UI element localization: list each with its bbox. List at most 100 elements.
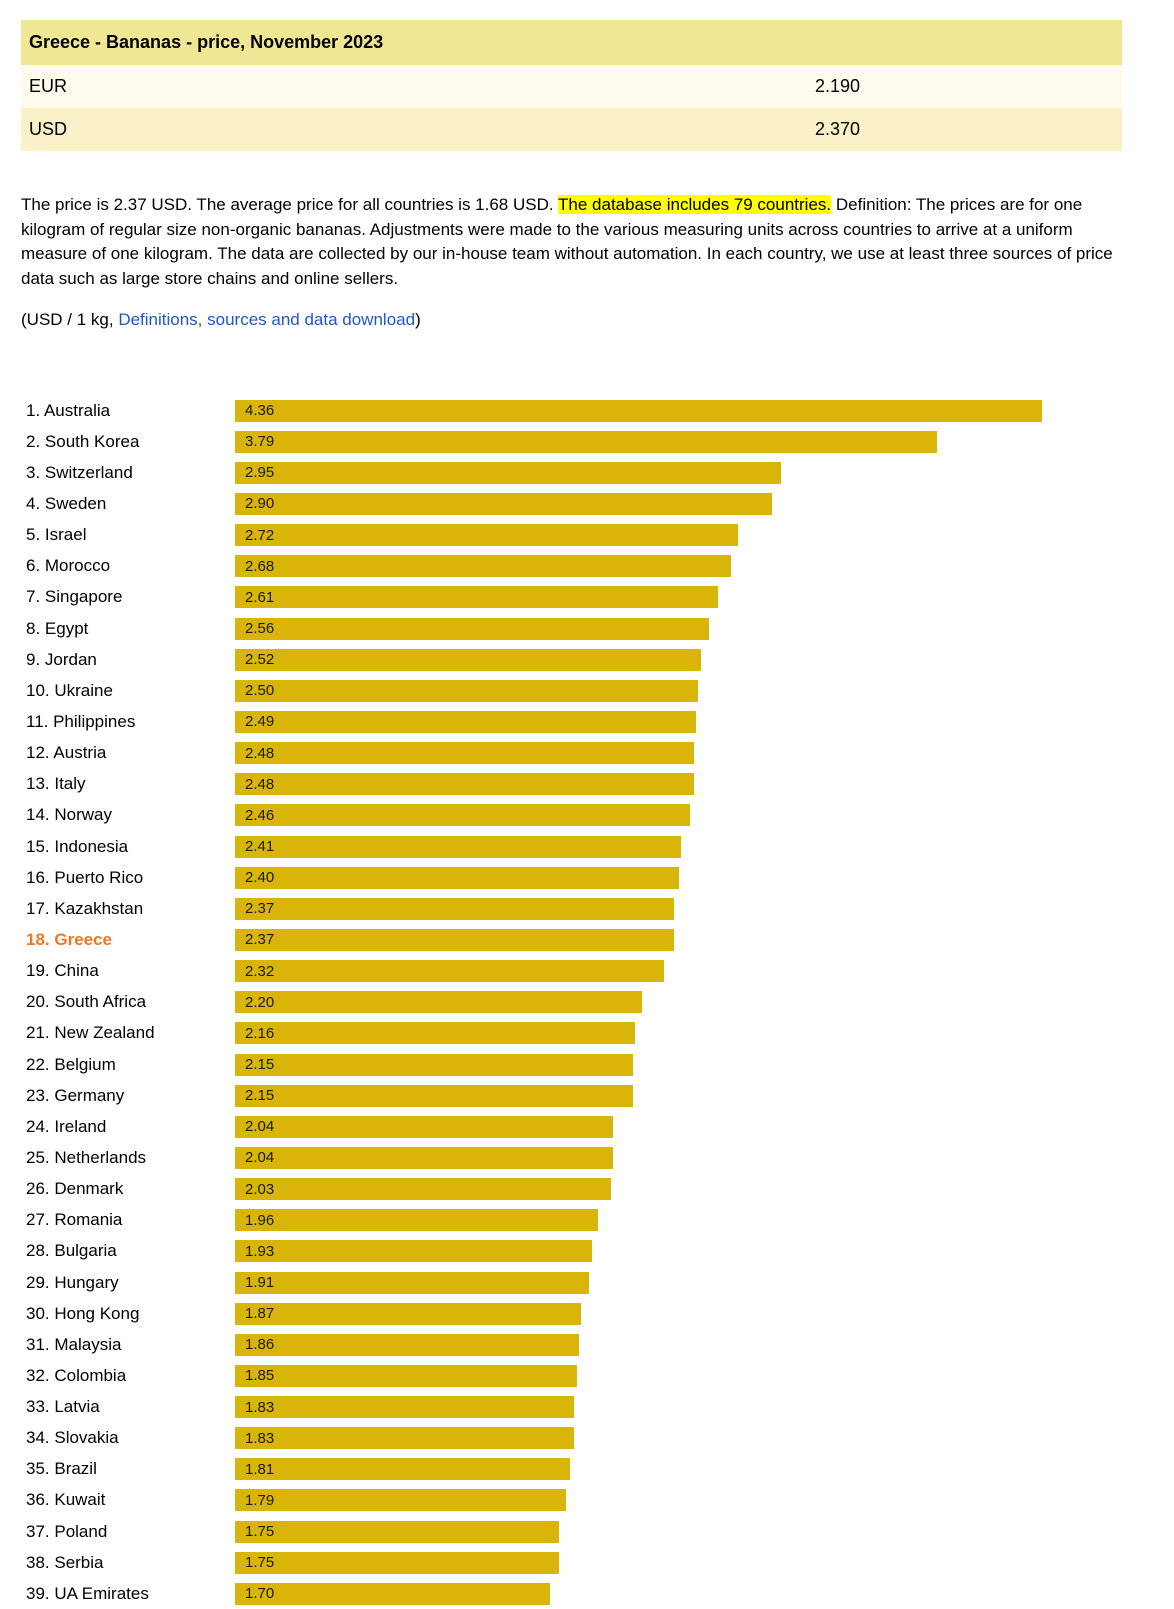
chart-bar: 1.75 [235,1551,559,1574]
chart-bar-value: 2.37 [245,931,275,949]
chart-bar: 2.37 [235,897,674,920]
chart-bar-track: 2.03 [235,1178,1153,1201]
chart-bar-track: 2.52 [235,648,1153,671]
chart-row: 27. Romania 1.96 [21,1205,1153,1236]
chart-bar-track: 2.15 [235,1053,1153,1076]
chart-bar: 2.56 [235,617,709,640]
chart-bar-track: 2.16 [235,1022,1153,1045]
chart-bar: 1.87 [235,1302,582,1325]
chart-row: 36. Kuwait 1.79 [21,1485,1153,1516]
chart-row: 11. Philippines 2.49 [21,706,1153,737]
chart-bar-track: 2.72 [235,524,1153,547]
chart-bar-value: 1.86 [245,1336,275,1354]
chart-bar-value: 1.75 [245,1523,275,1541]
chart-bar-track: 1.70 [235,1582,1153,1605]
chart-bar-value: 1.75 [245,1554,275,1572]
chart-row: 31. Malaysia 1.86 [21,1329,1153,1360]
chart-bar-value: 1.85 [245,1367,275,1385]
chart-bar-value: 1.81 [245,1460,275,1478]
chart-bar-value: 2.41 [245,838,275,856]
price-table: Greece - Bananas - price, November 2023 … [21,20,1122,151]
chart-country-label: 13. Italy [26,774,86,794]
chart-bar-track: 3.79 [235,430,1153,453]
chart-bar-track: 2.20 [235,991,1153,1014]
chart-bar-value: 2.72 [245,526,275,544]
chart-bar-value: 2.90 [245,495,275,513]
chart-bar: 2.04 [235,1115,613,1138]
chart-bar-track: 2.50 [235,679,1153,702]
chart-row: 13. Italy 2.48 [21,769,1153,800]
chart-country-label: 37. Poland [26,1521,108,1541]
chart-bar-track: 1.86 [235,1333,1153,1356]
chart-bar: 1.91 [235,1271,589,1294]
chart-bar-value: 2.68 [245,557,275,575]
chart-bar: 1.83 [235,1396,574,1419]
chart-bar-value: 3.79 [245,433,275,451]
chart-bar: 1.86 [235,1333,580,1356]
chart-country-label: 10. Ukraine [26,680,113,700]
chart-country-label: 2. South Korea [26,431,140,451]
chart-bar: 1.75 [235,1520,559,1543]
chart-bar-track: 1.96 [235,1209,1153,1232]
description-part2: Definition: The prices are for one kilog… [21,195,1113,288]
chart-bar-track: 2.15 [235,1084,1153,1107]
chart-bar-track: 2.32 [235,960,1153,983]
price-row-usd: USD 2.370 [21,108,1122,151]
chart-bar: 2.68 [235,555,731,578]
chart-country-label: 32. Colombia [26,1365,127,1385]
chart-bar-value: 2.15 [245,1087,275,1105]
chart-bar-value: 2.03 [245,1180,275,1198]
chart-bar-track: 1.79 [235,1489,1153,1512]
chart-bar-value: 1.83 [245,1398,275,1416]
chart-row: 12. Austria 2.48 [21,738,1153,769]
chart-bar-value: 4.36 [245,402,275,420]
chart-bar: 2.90 [235,492,772,515]
chart-bar-value: 2.16 [245,1024,275,1042]
chart-bar-track: 2.41 [235,835,1153,858]
chart-country-label: 1. Australia [26,400,111,420]
chart-bar-track: 1.93 [235,1240,1153,1263]
chart-bar-value: 2.32 [245,962,275,980]
chart-bar-track: 1.91 [235,1271,1153,1294]
chart-bar: 2.20 [235,991,643,1014]
chart-country-label: 14. Norway [26,805,112,825]
chart-bar-value: 2.52 [245,651,275,669]
chart-bar: 1.85 [235,1364,578,1387]
chart-country-label: 33. Latvia [26,1397,100,1417]
chart-bar-track: 2.95 [235,461,1153,484]
definitions-link[interactable]: Definitions, sources and data download [118,310,416,329]
chart-bar: 1.96 [235,1209,598,1232]
chart-country-label: 25. Netherlands [26,1147,147,1167]
chart-row: 35. Brazil 1.81 [21,1454,1153,1485]
chart-bar-track: 2.90 [235,492,1153,515]
chart-row: 10. Ukraine 2.50 [21,675,1153,706]
chart-row: 1. Australia 4.36 [21,395,1153,426]
chart-bar-value: 2.40 [245,869,275,887]
currency-label-usd: USD [29,119,68,139]
chart-country-label: 26. Denmark [26,1179,124,1199]
description-paragraph: The price is 2.37 USD. The average price… [21,193,1122,291]
chart-bar-value: 1.96 [245,1211,275,1229]
chart-country-label: 16. Puerto Rico [26,867,144,887]
chart-bar: 1.81 [235,1458,570,1481]
currency-value-eur: 2.190 [815,76,861,96]
chart-country-label: 24. Ireland [26,1116,107,1136]
chart-row: 14. Norway 2.46 [21,800,1153,831]
chart-bar-track: 1.87 [235,1302,1153,1325]
chart-row: 33. Latvia 1.83 [21,1392,1153,1423]
description-part1: The price is 2.37 USD. The average price… [21,195,559,214]
chart-row: 37. Poland 1.75 [21,1516,1153,1547]
price-table-title: Greece - Bananas - price, November 2023 [21,20,1122,65]
currency-label-eur: EUR [29,76,68,96]
chart-bar: 2.48 [235,773,694,796]
chart-bar-value: 1.91 [245,1274,275,1291]
chart-bar: 2.61 [235,586,719,609]
chart-bar-track: 1.81 [235,1458,1153,1481]
chart-bar-value: 2.15 [245,1056,275,1074]
chart-country-label: 29. Hungary [26,1272,119,1292]
chart-country-label: 9. Jordan [26,649,97,669]
chart-row: 20. South Africa 2.20 [21,987,1153,1018]
chart-row: 4. Sweden 2.90 [21,488,1153,519]
chart-bar-track: 2.37 [235,928,1153,951]
